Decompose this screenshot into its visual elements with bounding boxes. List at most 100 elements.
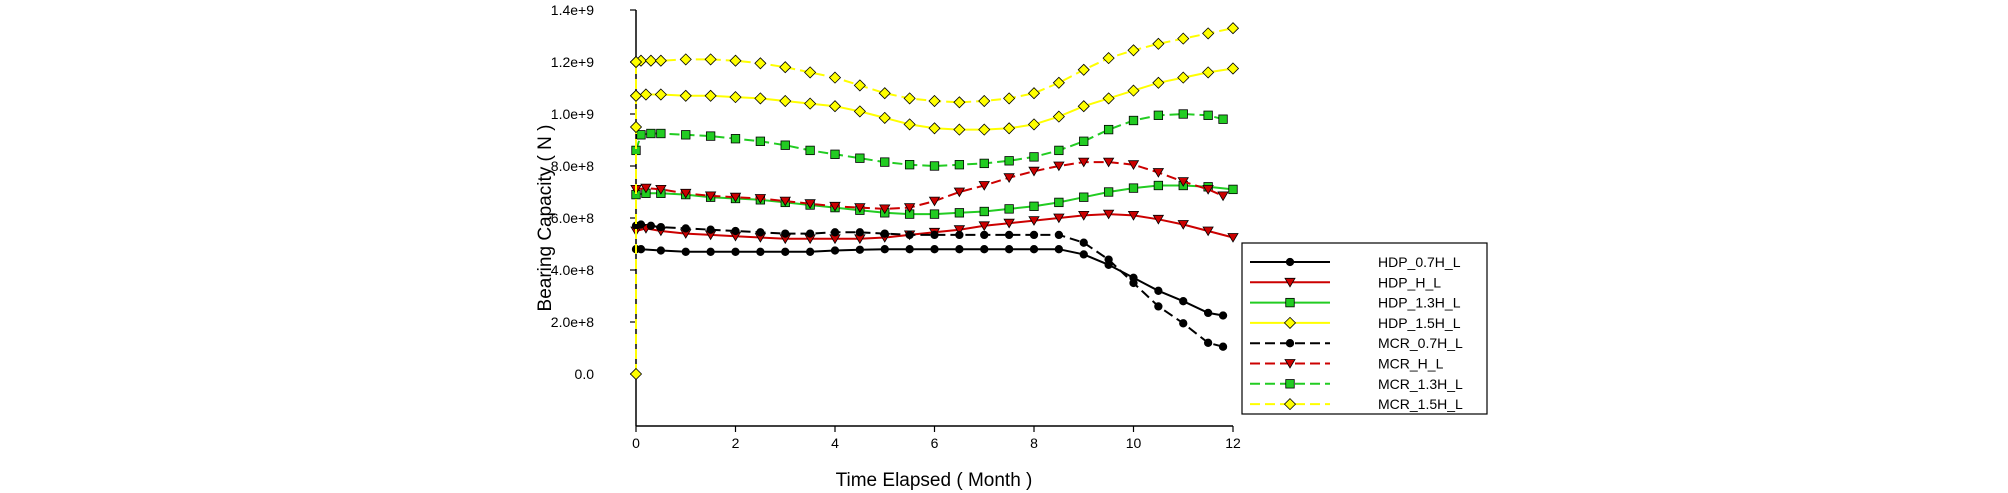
series-mcr-0-7h-l [631, 220, 1228, 351]
data-point [656, 246, 666, 255]
data-point [903, 203, 916, 213]
legend-label: MCR_0.7H_L [1378, 335, 1463, 351]
data-point [731, 226, 740, 236]
data-point [1078, 157, 1090, 168]
data-point [930, 245, 939, 254]
data-point [1004, 230, 1014, 240]
data-point [706, 225, 715, 234]
data-point [756, 228, 765, 237]
data-point [929, 161, 940, 171]
data-point [681, 224, 690, 233]
data-point [656, 222, 666, 232]
data-point [1152, 76, 1165, 89]
data-point [905, 230, 914, 240]
data-point [979, 158, 989, 169]
data-point [903, 118, 916, 131]
data-point [1153, 180, 1164, 191]
data-point [1004, 204, 1014, 214]
data-point [878, 87, 891, 100]
data-point [1203, 110, 1213, 120]
data-point [1152, 214, 1165, 225]
data-point [1177, 177, 1189, 187]
legend-label: HDP_0.7H_L [1378, 254, 1461, 270]
data-point [1152, 168, 1165, 178]
data-point [1127, 84, 1140, 97]
data-point [1029, 152, 1039, 162]
data-point [804, 66, 817, 79]
data-point [1028, 166, 1040, 177]
series-mcr-1-5h-l [629, 22, 1240, 109]
x-tick-label: 2 [732, 435, 740, 451]
data-point [705, 131, 716, 141]
data-point [804, 97, 817, 110]
data-point [1227, 233, 1239, 243]
data-point [953, 187, 966, 198]
data-point [880, 245, 889, 254]
data-point [1079, 250, 1088, 259]
legend-label: MCR_1.5H_L [1378, 396, 1463, 412]
series-mcr-1-5h-l-start [629, 55, 643, 381]
data-point [644, 54, 657, 67]
data-point [679, 89, 692, 102]
data-point [1226, 62, 1240, 75]
x-tick-label: 12 [1225, 435, 1241, 451]
data-point [655, 184, 667, 195]
data-point [1179, 319, 1188, 328]
data-point [781, 229, 790, 238]
data-point [646, 221, 656, 230]
data-point [1003, 92, 1016, 105]
data-point [1054, 230, 1064, 240]
data-point [706, 247, 715, 256]
data-point [704, 191, 717, 202]
data-point [731, 247, 740, 256]
legend-swatch-marker [1283, 398, 1297, 411]
data-point [1102, 52, 1115, 65]
data-point [828, 71, 842, 84]
legend-entry: MCR_1.5H_L [1250, 396, 1463, 412]
data-point [1202, 184, 1214, 195]
legend-entry: MCR_H_L [1250, 356, 1444, 372]
data-point [1154, 302, 1163, 311]
data-point [878, 111, 891, 124]
data-point [903, 92, 916, 105]
data-point [978, 181, 990, 191]
data-point [954, 160, 965, 170]
data-point [1053, 161, 1065, 172]
data-point [1077, 100, 1090, 113]
data-point [804, 199, 816, 209]
data-point [646, 128, 656, 139]
series-line [635, 213, 1234, 240]
data-point [1203, 308, 1213, 318]
legend-entry: HDP_0.7H_L [1250, 254, 1461, 270]
data-point [980, 245, 989, 254]
data-point [1102, 209, 1115, 220]
data-point [1218, 114, 1228, 124]
legend-entry: MCR_0.7H_L [1250, 335, 1463, 351]
data-point [636, 130, 646, 140]
data-point [928, 122, 941, 135]
legend-swatch-marker [1285, 379, 1295, 389]
data-point [629, 55, 643, 69]
data-point [636, 245, 646, 254]
x-tick-label: 6 [931, 435, 939, 451]
legend-label: MCR_1.3H_L [1378, 376, 1463, 392]
data-point [779, 61, 792, 74]
data-point [679, 53, 692, 66]
data-point [1226, 22, 1240, 35]
y-tick-label: 0.0 [575, 366, 595, 382]
data-point [1128, 115, 1139, 126]
x-axis-title: Time Elapsed ( Month ) [836, 470, 1033, 491]
data-point [656, 128, 666, 139]
y-tick-label: 1.2e+9 [551, 54, 594, 70]
data-point [654, 88, 667, 101]
x-ticks: 0 2 4 6 8 10 12 [632, 426, 1241, 451]
data-point [855, 153, 865, 163]
y-tick-label: 1.4e+9 [551, 2, 594, 18]
data-point [1177, 71, 1190, 84]
data-point [1104, 255, 1113, 264]
data-point [1027, 118, 1041, 131]
data-point [980, 230, 989, 240]
legend-swatch-marker [1285, 257, 1295, 267]
data-point [879, 204, 891, 215]
y-tick-label: 1.0e+9 [551, 106, 594, 122]
